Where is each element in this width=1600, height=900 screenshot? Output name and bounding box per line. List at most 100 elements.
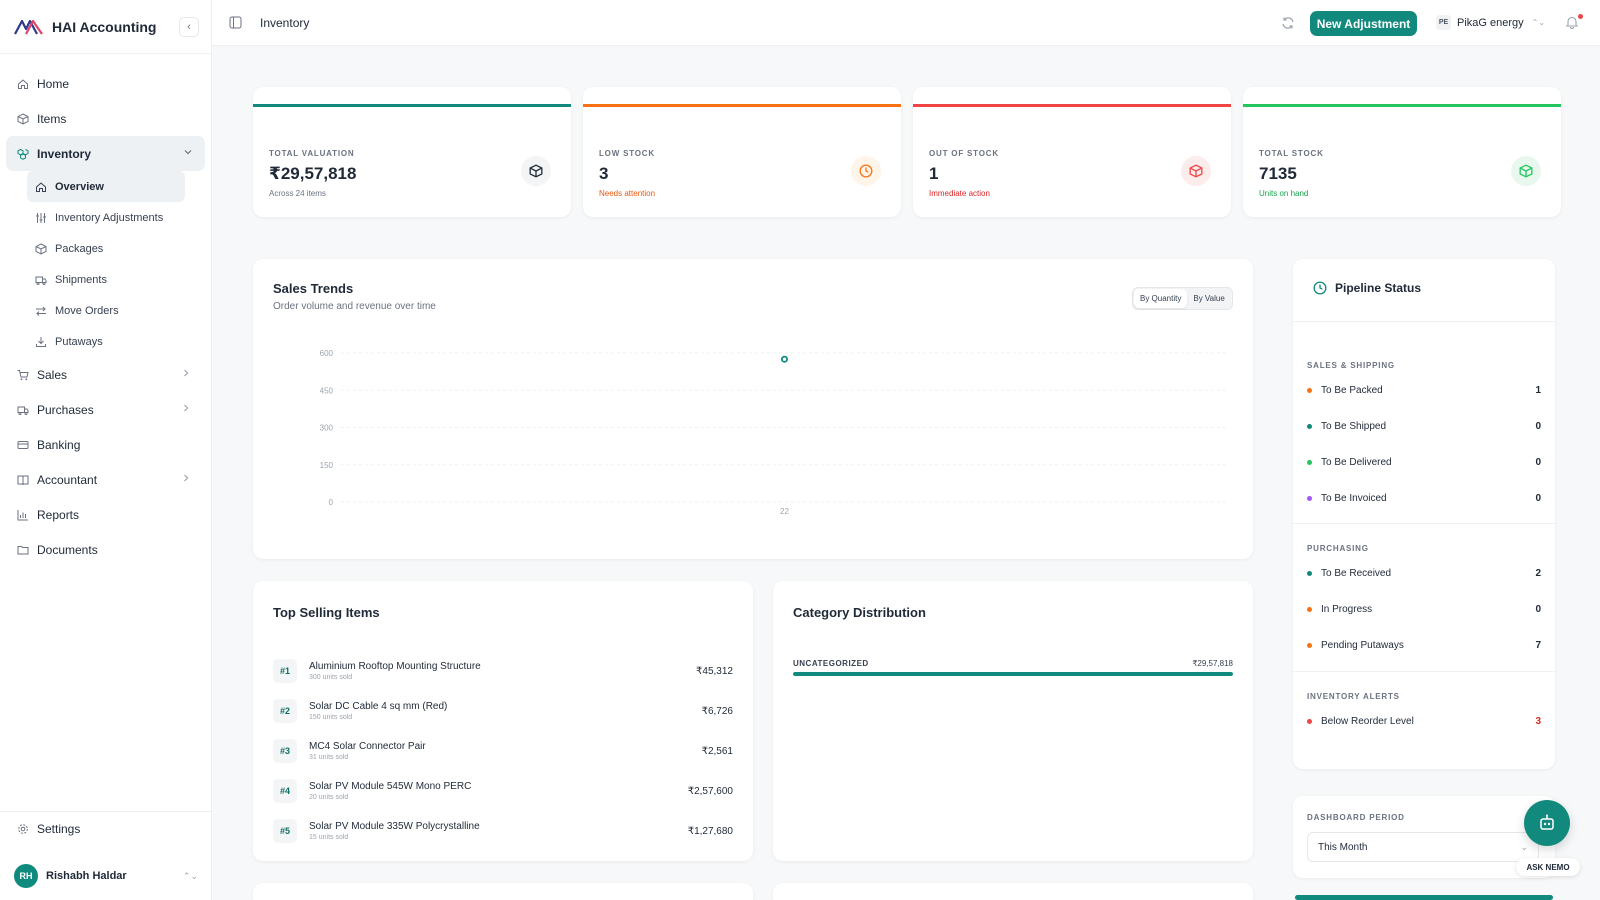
collapse-sidebar-button[interactable]: ‹: [179, 17, 199, 37]
status-dot: [1307, 607, 1312, 612]
sidebar-item-label: Items: [37, 111, 67, 126]
new-adjustment-button[interactable]: New Adjustment: [1310, 11, 1417, 36]
sidebar-item-purchases[interactable]: Purchases: [0, 392, 211, 427]
category-bar-fill: [793, 672, 1233, 676]
org-switcher[interactable]: PE PikaG energy ⌃⌄: [1436, 15, 1545, 30]
pipeline-row-to-be-invoiced[interactable]: To Be Invoiced 0: [1307, 493, 1541, 504]
category-label: UNCATEGORIZED: [793, 659, 869, 668]
sidebar-item-home[interactable]: Home: [0, 66, 211, 101]
bell-icon[interactable]: [1565, 15, 1579, 29]
status-dot: [1307, 643, 1312, 648]
sidebar: HAI Accounting ‹ Home Items Inventory Ov…: [0, 0, 212, 900]
item-sold: 15 units sold: [309, 834, 349, 841]
ask-nemo-label[interactable]: ASK NEMO: [1516, 858, 1580, 876]
sidebar-item-label: Inventory: [37, 146, 92, 161]
data-point[interactable]: [781, 355, 789, 363]
subnav-item-putaways[interactable]: Putaways: [27, 326, 211, 357]
chevron-updown-icon: ⌃⌄: [1531, 18, 1546, 27]
sidebar-item-items[interactable]: Items: [0, 101, 211, 136]
subnav-item-packages[interactable]: Packages: [27, 233, 211, 264]
sliders-icon: [36, 212, 46, 223]
subnav-item-label: Shipments: [55, 273, 107, 286]
bottom-card-left: [253, 883, 753, 900]
ask-nemo-button[interactable]: [1524, 800, 1570, 846]
pipeline-row-below-reorder-level[interactable]: Below Reorder Level 3: [1307, 716, 1541, 727]
notification-dot: [1578, 14, 1583, 19]
sidebar-item-reports[interactable]: Reports: [0, 497, 211, 532]
sidebar-item-label: Settings: [37, 822, 81, 836]
divider: [1293, 321, 1555, 322]
item-amount: ₹1,27,680: [687, 825, 733, 837]
subnav-item-move-orders[interactable]: Move Orders: [27, 295, 211, 326]
pipeline-row-to-be-delivered[interactable]: To Be Delivered 0: [1307, 457, 1541, 468]
sidebar-item-inventory[interactable]: Inventory: [6, 136, 205, 171]
sidebar-item-label: Home: [37, 76, 70, 91]
sidebar-item-label: Sales: [37, 367, 68, 382]
stat-accent-bar: [253, 104, 571, 107]
subnav-item-shipments[interactable]: Shipments: [27, 264, 211, 295]
y-tick-label: 300: [320, 424, 334, 433]
pipeline-row-label: In Progress: [1321, 604, 1373, 615]
top-bar: Inventory New Adjustment PE PikaG energy…: [212, 0, 1600, 46]
pipeline-row-count: 0: [1535, 457, 1541, 468]
rank-badge: #2: [273, 699, 297, 723]
item-name: Solar DC Cable 4 sq mm (Red): [309, 701, 448, 712]
trend-toggle: By Quantity By Value: [1132, 287, 1233, 310]
card-title: Category Distribution: [793, 605, 926, 620]
pipeline-section-label: PURCHASING: [1307, 544, 1369, 553]
card-title: Pipeline Status: [1335, 281, 1422, 295]
stat-value: 7135: [1259, 164, 1297, 183]
toggle-by-quantity[interactable]: By Quantity: [1134, 289, 1188, 308]
refresh-icon[interactable]: [1281, 16, 1295, 30]
card-subtitle: Order volume and revenue over time: [273, 301, 436, 312]
y-tick-label: 450: [320, 386, 334, 395]
pipeline-row-to-be-shipped[interactable]: To Be Shipped 0: [1307, 421, 1541, 432]
sales-trends-chart: 0 150 300 450 600 22: [320, 349, 1228, 516]
rank-badge: #1: [273, 659, 297, 683]
item-sold: 20 units sold: [309, 794, 349, 801]
sidebar-item-banking[interactable]: Banking: [0, 427, 211, 462]
pipeline-row-to-be-received[interactable]: To Be Received 2: [1307, 568, 1541, 579]
subnav-item-overview[interactable]: Overview: [27, 171, 185, 202]
sidebar-item-sales[interactable]: Sales: [0, 357, 211, 392]
sidebar-item-accountant[interactable]: Accountant: [0, 462, 211, 497]
list-item[interactable]: #5 Solar PV Module 335W Polycrystalline 1…: [273, 816, 733, 846]
list-item[interactable]: #2 Solar DC Cable 4 sq mm (Red) 150 units…: [273, 696, 733, 726]
list-item[interactable]: #1 Aluminium Rooftop Mounting Structure 3…: [273, 656, 733, 686]
sidebar-item-label: Reports: [37, 507, 80, 522]
folder-icon: [17, 545, 29, 554]
sidebar-item-documents[interactable]: Documents: [0, 532, 211, 567]
pipeline-row-count: 3: [1535, 716, 1541, 727]
truck-icon: [17, 406, 29, 415]
subnav-item-inventory-adjustments[interactable]: Inventory Adjustments: [27, 202, 211, 233]
user-menu[interactable]: RH Rishabh Haldar ⌃⌄: [14, 864, 198, 888]
top-selling-card: Top Selling Items #1 Aluminium Rooftop M…: [253, 581, 753, 861]
chevron-down-icon: [184, 150, 192, 155]
cart-icon: [17, 369, 29, 380]
sidebar-item-settings[interactable]: Settings: [0, 812, 211, 846]
period-selected: This Month: [1318, 841, 1368, 853]
pipeline-row-in-progress[interactable]: In Progress 0: [1307, 604, 1541, 615]
pipeline-row-label: To Be Packed: [1321, 385, 1383, 396]
pipeline-section-label: SALES & SHIPPING: [1307, 361, 1395, 370]
panel-toggle-icon[interactable]: [229, 16, 242, 29]
subnav-item-label: Inventory Adjustments: [55, 211, 164, 224]
pipeline-row-to-be-packed[interactable]: To Be Packed 1: [1307, 385, 1541, 396]
pipeline-row-count: 2: [1535, 568, 1541, 579]
stat-sub: Units on hand: [1259, 189, 1309, 198]
sidebar-settings: Settings: [0, 811, 211, 846]
pipeline-row-pending-putaways[interactable]: Pending Putaways 7: [1307, 640, 1541, 651]
list-item[interactable]: #4 Solar PV Module 545W Mono PERC 20 unit…: [273, 776, 733, 806]
sidebar-item-label: Purchases: [37, 402, 94, 417]
list-item[interactable]: #3 MC4 Solar Connector Pair 31 units sold…: [273, 736, 733, 766]
rank-badge: #5: [273, 819, 297, 843]
item-name: MC4 Solar Connector Pair: [309, 741, 426, 752]
toggle-by-value[interactable]: By Value: [1193, 294, 1225, 303]
period-select[interactable]: This Month ⌄: [1307, 832, 1539, 862]
pipeline-header: Pipeline Status: [1313, 281, 1421, 295]
subnav-item-label: Move Orders: [55, 304, 119, 317]
item-amount: ₹2,57,600: [687, 785, 733, 797]
sidebar-item-label: Accountant: [37, 472, 98, 487]
pipeline-row-label: To Be Received: [1321, 568, 1392, 579]
pipeline-row-label: To Be Invoiced: [1321, 493, 1387, 504]
